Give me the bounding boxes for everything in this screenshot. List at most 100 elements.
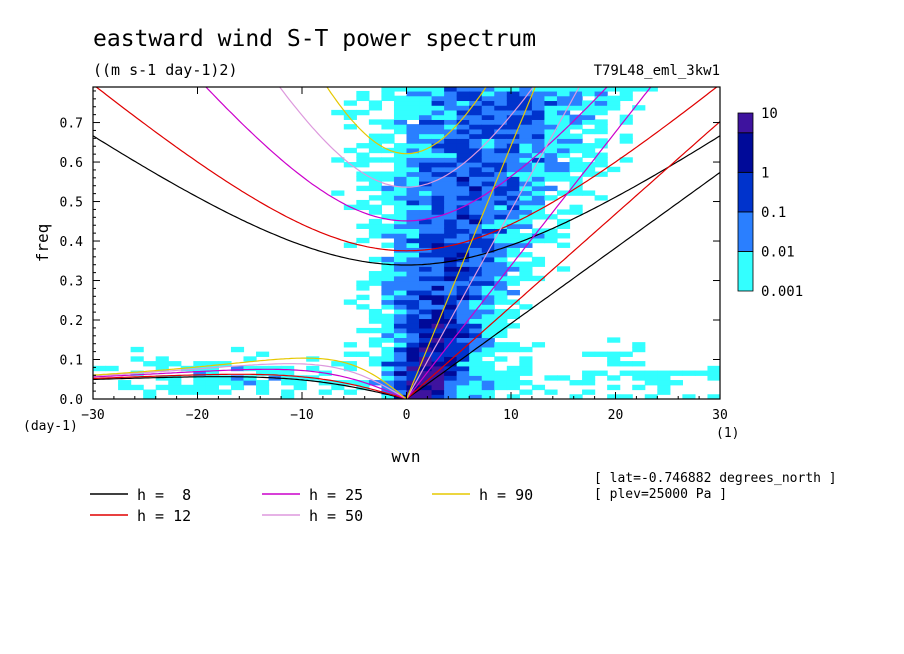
spectrum-cell: [368, 361, 383, 367]
spectrum-cell: [431, 375, 445, 381]
spectrum-cell: [469, 166, 483, 173]
spectrum-cell: [569, 133, 583, 139]
spectrum-cell: [494, 87, 508, 92]
spectrum-cell: [494, 143, 508, 149]
spectrum-cell: [419, 356, 433, 362]
spectrum-cell: [419, 271, 433, 277]
spectrum-cell: [531, 176, 546, 182]
spectrum-cell: [419, 327, 433, 334]
spectrum-cell: [356, 204, 370, 211]
spectrum-cell: [368, 185, 383, 192]
spectrum-cell: [456, 237, 470, 244]
spectrum-cell: [93, 365, 107, 372]
spectrum-cell: [368, 280, 383, 286]
spectrum-cell: [481, 124, 495, 130]
spectrum-cell: [444, 166, 458, 173]
spectrum-cell: [594, 128, 608, 135]
spectrum-cell: [431, 394, 445, 399]
spectrum-cell: [506, 223, 520, 229]
spectrum-cell: [343, 147, 357, 154]
spectrum-cell: [406, 294, 420, 301]
spectrum-cell: [381, 214, 395, 220]
spectrum-cell: [632, 375, 646, 381]
spectrum-cell: [469, 280, 483, 286]
spectrum-cell: [506, 266, 520, 272]
spectrum-cell: [556, 242, 571, 248]
spectrum-cell: [444, 100, 458, 106]
colorbar-swatch: [737, 132, 754, 173]
spectrum-cell: [531, 114, 546, 120]
spectrum-cell: [506, 214, 520, 220]
spectrum-cell: [368, 204, 383, 211]
spectrum-cell: [544, 114, 558, 120]
spectrum-cell: [469, 365, 483, 372]
spectrum-cell: [230, 346, 245, 353]
spectrum-cell: [469, 370, 483, 376]
spectrum-cell: [343, 389, 357, 395]
spectrum-cell: [381, 171, 395, 177]
chart-units: ((m s-1 day-1)2): [93, 61, 238, 79]
spectrum-cell: [544, 214, 558, 220]
spectrum-cell: [481, 304, 495, 310]
spectrum-cell: [619, 95, 633, 102]
spectrum-cell: [632, 105, 646, 111]
spectrum-cell: [143, 394, 157, 399]
spectrum-cell: [431, 299, 445, 305]
spectrum-cell: [406, 342, 420, 348]
spectrum-cell: [343, 242, 357, 248]
spectrum-cell: [419, 100, 433, 106]
spectrum-cell: [293, 375, 307, 381]
spectrum-cell: [193, 370, 207, 376]
spectrum-cell: [381, 223, 395, 229]
spectrum-cell: [582, 90, 596, 97]
spectrum-cell: [494, 100, 508, 106]
spectrum-cell: [657, 375, 671, 381]
spectrum-cell: [494, 261, 508, 267]
curve-h8-kelvin: [406, 172, 720, 399]
spectrum-cell: [268, 370, 282, 376]
spectrum-cell: [519, 109, 533, 116]
spectrum-cell: [469, 247, 483, 253]
spectrum-cell: [431, 280, 445, 286]
spectrum-cell: [444, 361, 458, 367]
spectrum-cell: [406, 266, 420, 272]
spectrum-cell: [506, 252, 520, 258]
spectrum-cell: [494, 138, 508, 144]
spectrum-cell: [406, 233, 420, 239]
spectrum-cell: [444, 185, 458, 192]
spectrum-cell: [419, 171, 433, 177]
spectrum-cell: [393, 218, 408, 225]
spectrum-cell: [393, 147, 408, 154]
spectrum-cell: [331, 157, 345, 163]
spectrum-cell: [531, 195, 546, 201]
spectrum-cell: [481, 157, 495, 163]
spectrum-cell: [393, 214, 408, 220]
spectrum-cell: [381, 313, 395, 320]
spectrum-cell: [569, 394, 583, 399]
spectrum-cell: [456, 233, 470, 239]
spectrum-cell: [393, 289, 408, 296]
spectrum-cell: [419, 308, 433, 315]
spectrum-cell: [506, 204, 520, 211]
spectrum-cell: [494, 218, 508, 225]
spectrum-cell: [519, 195, 533, 201]
spectrum-cell: [632, 370, 646, 376]
spectrum-cell: [444, 380, 458, 386]
spectrum-cell: [419, 256, 433, 263]
spectrum-cell: [444, 157, 458, 163]
spectrum-cell: [494, 128, 508, 135]
x-tick-label: 30: [712, 408, 728, 423]
x-tick-label: −10: [290, 408, 313, 423]
spectrum-cell: [381, 323, 395, 329]
spectrum-cell: [619, 90, 633, 97]
spectrum-cell: [381, 271, 395, 277]
spectrum-cell: [607, 100, 621, 106]
spectrum-cell: [531, 147, 546, 154]
spectrum-cell: [569, 180, 583, 187]
spectrum-cell: [619, 351, 633, 357]
spectrum-cell: [406, 394, 420, 399]
spectrum-cell: [531, 256, 546, 263]
spectrum-cell: [368, 209, 383, 215]
spectrum-cell: [644, 87, 658, 92]
spectrum-cell: [431, 332, 445, 338]
